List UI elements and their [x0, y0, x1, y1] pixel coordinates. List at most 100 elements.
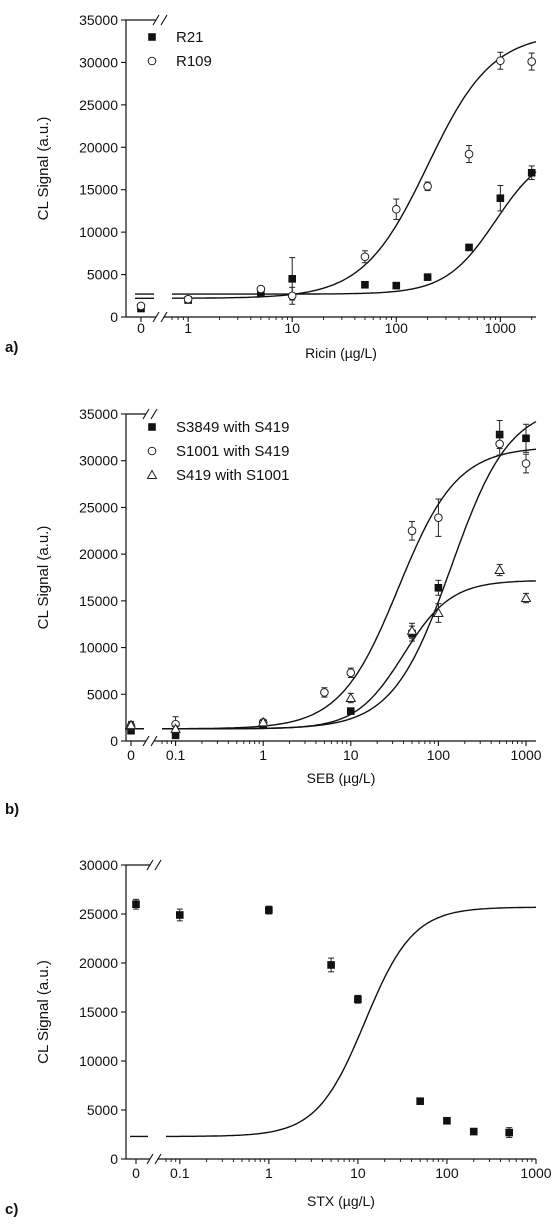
legend-marker: [148, 423, 156, 431]
y-tick-label: 35000: [79, 406, 118, 422]
panel-label: c): [5, 1201, 18, 1218]
x-tick-label: 100: [385, 320, 409, 336]
data-point: [423, 182, 432, 191]
data-point: [287, 291, 297, 301]
y-tick-label: 25000: [79, 97, 118, 113]
data-point: [171, 731, 180, 740]
chart-panel-1: 0 5000 10000 15000 20000 25000 30000 35000 0 1 10 1…: [5, 12, 537, 361]
series-1: [130, 898, 536, 1138]
fit-curve: [166, 906, 536, 1138]
fit-curve: [172, 41, 537, 299]
axis-break-mark: [154, 859, 162, 871]
x-tick-label: 1: [259, 747, 267, 763]
axis-break-mark: [142, 735, 150, 747]
data-point: [320, 688, 329, 697]
data-point: [392, 281, 401, 290]
legend-label: R109: [176, 53, 212, 70]
data-point: [496, 194, 505, 202]
axis-break-mark: [150, 735, 158, 747]
x-axis-label: SEB (µg/L): [307, 770, 376, 786]
axis-break-mark: [160, 14, 168, 26]
chart-panel-2: 0 5000 10000 15000 20000 25000 30000 35000 0 0.1 1…: [5, 406, 542, 818]
data-point: [361, 280, 369, 289]
data-point: [288, 275, 297, 283]
y-tick-label: 20000: [79, 546, 118, 562]
x-tick-label: 0.1: [170, 1165, 190, 1181]
data-point: [360, 252, 370, 262]
y-tick-label: 10000: [79, 1053, 118, 1069]
x-tick-label: 1: [265, 1165, 273, 1181]
axis-break-mark: [160, 311, 168, 323]
data-point: [495, 439, 504, 449]
x-tick-label: 100: [427, 747, 451, 763]
data-point: [433, 607, 444, 618]
data-point: [521, 459, 531, 468]
chart-panel-3: 0 5000 10000 15000 20000 25000 30000 0 0.1 1 10 100…: [5, 857, 552, 1218]
series-1: R21: [135, 29, 537, 313]
x-tick-label: 10: [350, 1165, 366, 1181]
y-tick-label: 0: [110, 1151, 118, 1167]
x-axis-label: Ricin (µg/L): [305, 345, 377, 361]
data-point: [125, 719, 137, 730]
axis-break-mark: [146, 859, 154, 871]
x-tick-label: 0: [137, 320, 145, 336]
panel-label: b): [5, 801, 19, 818]
legend-label: R21: [176, 29, 204, 46]
data-point: [423, 273, 432, 281]
data-point: [346, 668, 356, 678]
data-point: [416, 1097, 424, 1105]
y-tick-label: 30000: [79, 453, 118, 469]
y-tick-label: 5000: [87, 267, 118, 283]
y-tick-label: 30000: [79, 857, 118, 873]
x-tick-label: 0: [127, 747, 135, 763]
series-3: S419 with S1001: [125, 467, 536, 733]
y-tick-label: 5000: [87, 1102, 118, 1118]
data-point: [464, 149, 474, 159]
series-2: R109: [135, 41, 537, 311]
x-tick-label: 10: [343, 747, 359, 763]
y-axis-label: CL Signal (a.u.): [35, 117, 52, 221]
x-axis-label: STX (µg/L): [307, 1193, 375, 1209]
data-point: [465, 243, 473, 252]
x-tick-label: 1000: [510, 747, 541, 763]
x-tick-label: 1000: [520, 1165, 551, 1181]
y-tick-label: 30000: [79, 54, 118, 70]
axis-break-mark: [152, 311, 160, 323]
data-point: [256, 284, 266, 294]
x-tick-label: 1: [184, 320, 192, 336]
y-tick-label: 25000: [79, 906, 118, 922]
data-point: [170, 723, 181, 733]
data-point: [494, 564, 505, 575]
axis-break-mark: [152, 14, 160, 26]
legend-marker: [147, 56, 157, 66]
axis-break-mark: [154, 1153, 162, 1165]
y-tick-label: 20000: [79, 139, 118, 155]
axis-break-mark: [146, 1153, 154, 1165]
data-point: [520, 592, 532, 603]
y-tick-label: 0: [110, 733, 118, 749]
data-point: [327, 961, 335, 969]
data-point: [522, 434, 530, 443]
data-point: [443, 1116, 451, 1125]
panel-label: a): [5, 339, 18, 356]
data-point: [505, 1128, 513, 1137]
x-tick-label: 0: [132, 1165, 140, 1181]
data-point: [354, 995, 362, 1004]
fit-curve: [162, 580, 536, 730]
data-point: [183, 294, 193, 304]
data-point: [406, 625, 418, 635]
data-point: [391, 204, 401, 214]
data-point: [469, 1127, 478, 1136]
legend-label: S3849 with S419: [176, 419, 289, 436]
y-tick-label: 10000: [79, 640, 118, 656]
data-point: [407, 526, 417, 536]
x-tick-label: 1000: [485, 320, 516, 336]
y-tick-label: 5000: [87, 686, 118, 702]
legend-marker: [148, 33, 156, 41]
data-point: [527, 57, 536, 66]
data-point: [136, 301, 146, 311]
legend-label: S1001 with S419: [176, 443, 289, 460]
y-axis-label: CL Signal (a.u.): [35, 960, 52, 1064]
y-tick-label: 35000: [79, 12, 118, 28]
